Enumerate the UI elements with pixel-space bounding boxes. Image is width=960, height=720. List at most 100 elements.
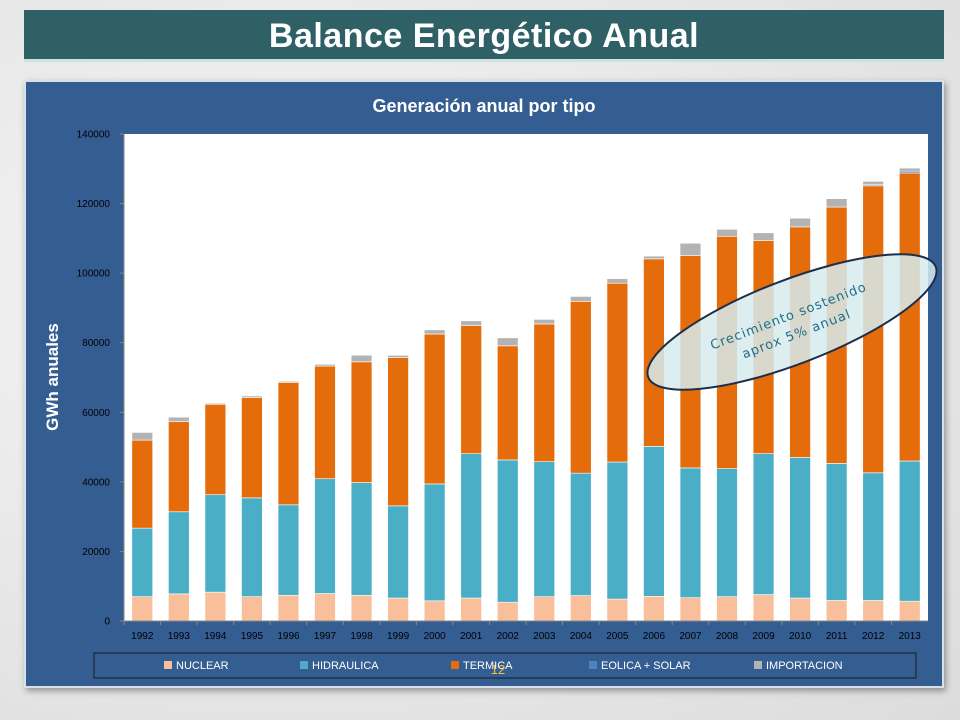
y-tick-label: 0 [104,617,110,628]
slide-title: Balance Energético Anual [268,17,700,55]
x-tick-label: 1996 [277,631,300,642]
bar-nuclear-2009 [752,594,775,622]
chart: Generación anual por tipo 0 20000 40000 600… [43,96,938,679]
bar-hidraulica-2007 [679,467,702,598]
bar-nuclear-1995 [241,596,263,622]
x-tick-label: 2004 [570,631,593,642]
bar-importacion-2007 [679,242,702,256]
bar-hidraulica-2002 [497,459,519,603]
bar-termica-1993 [168,421,190,513]
y-axis: 0 20000 40000 60000 80000 100000 120000 140000 [77,130,125,628]
bar-termica-1998 [350,361,373,483]
x-tick-label: 1995 [241,631,264,642]
bar-hidraulica-2001 [460,453,482,599]
bar-importacion-1995 [241,395,263,398]
bar-termica-1995 [241,397,263,499]
bar-importacion-2010 [789,217,811,228]
bar-hidraulica-1998 [350,482,373,596]
x-tick-label: 2000 [424,631,447,642]
bar-importacion-1993 [168,416,190,422]
bar-hidraulica-2004 [570,472,592,596]
bar-nuclear-2013 [899,600,921,622]
bar-nuclear-1992 [131,596,153,622]
y-tick-label: 80000 [82,338,110,349]
x-tick-label: 2006 [643,631,666,642]
bar-importacion-1997 [314,363,336,367]
legend-label: NUCLEAR [176,660,229,672]
bar-importacion-2008 [716,229,738,237]
bar-hidraulica-1992 [131,527,153,597]
bar-termica-2004 [570,301,592,474]
legend-label: HIDRAULICA [312,660,379,672]
annotation-ellipse [646,253,938,391]
y-axis-label: GWh anuales [43,323,62,431]
x-tick-label: 1992 [131,631,154,642]
legend-box [93,652,917,679]
bar-importacion-2012 [862,181,884,186]
x-tick-label: 2010 [789,631,812,642]
bar-hidraulica-2006 [643,446,665,597]
bar-nuclear-2010 [789,597,811,622]
bar-termica-2000 [423,333,446,485]
bar-nuclear-2012 [862,600,884,622]
bar-hidraulica-1993 [168,511,190,595]
title-bar: Balance Energético Anual [24,10,944,62]
bar-hidraulica-1997 [314,478,336,594]
y-tick-label: 20000 [82,547,110,558]
bar-hidraulica-2010 [789,457,811,599]
bar-nuclear-2000 [423,600,446,622]
x-tick-label: 2003 [533,631,556,642]
bar-importacion-1996 [277,381,300,383]
bar-importacion-1999 [387,354,409,358]
legend-swatch [754,661,762,669]
bar-nuclear-1993 [168,593,190,622]
y-tick-label: 140000 [77,130,111,141]
x-tick-label: 2001 [460,631,483,642]
bar-hidraulica-1995 [241,497,263,597]
x-tick-label: 2005 [606,631,629,642]
bar-nuclear-1994 [204,591,227,622]
bar-hidraulica-2011 [825,463,848,601]
bar-hidraulica-2003 [533,461,555,597]
bar-hidraulica-1996 [277,504,300,596]
y-tick-label: 100000 [77,269,111,280]
y-tick-label: 120000 [77,199,111,210]
bars [131,167,921,622]
bar-termica-2002 [497,345,519,461]
x-tick-label: 1998 [350,631,373,642]
y-tick-label: 60000 [82,408,110,419]
bar-importacion-2003 [533,319,555,325]
bar-nuclear-1996 [277,594,300,622]
x-tick-label: 1999 [387,631,410,642]
bar-importacion-2013 [899,167,921,172]
bar-hidraulica-2012 [862,472,884,601]
bar-termica-1999 [387,357,409,507]
bar-nuclear-2003 [533,596,555,622]
x-axis: 1992 1993 1994 1995 1996 1997 1998 1999 2000 2001… [123,620,928,642]
bar-importacion-2004 [570,296,592,302]
bar-hidraulica-2008 [716,468,738,597]
bar-hidraulica-2009 [752,453,775,595]
bar-termica-1997 [314,365,336,480]
bar-importacion-2009 [752,232,775,241]
bar-nuclear-2011 [825,600,848,622]
bar-nuclear-1997 [314,593,336,622]
legend: NUCLEAR HIDRAULICA TERMICA EOLICA + SOLAR IM… [164,660,843,672]
x-tick-label: 1994 [204,631,227,642]
bar-importacion-2005 [606,278,629,284]
x-tick-label: 2002 [497,631,520,642]
bar-termica-2013 [899,172,921,462]
x-tick-label: 2013 [899,631,922,642]
bar-nuclear-2004 [570,595,592,622]
bar-hidraulica-2005 [606,461,629,600]
bar-hidraulica-2000 [423,483,446,602]
bar-nuclear-2005 [606,598,629,622]
bar-importacion-1998 [350,354,373,363]
bar-importacion-2001 [460,320,482,326]
bar-hidraulica-1994 [204,494,227,593]
bar-importacion-2000 [423,329,446,335]
page-number: 12 [491,662,505,677]
bar-hidraulica-2013 [899,460,921,602]
x-tick-label: 2012 [862,631,885,642]
legend-label: EOLICA + SOLAR [601,660,691,672]
